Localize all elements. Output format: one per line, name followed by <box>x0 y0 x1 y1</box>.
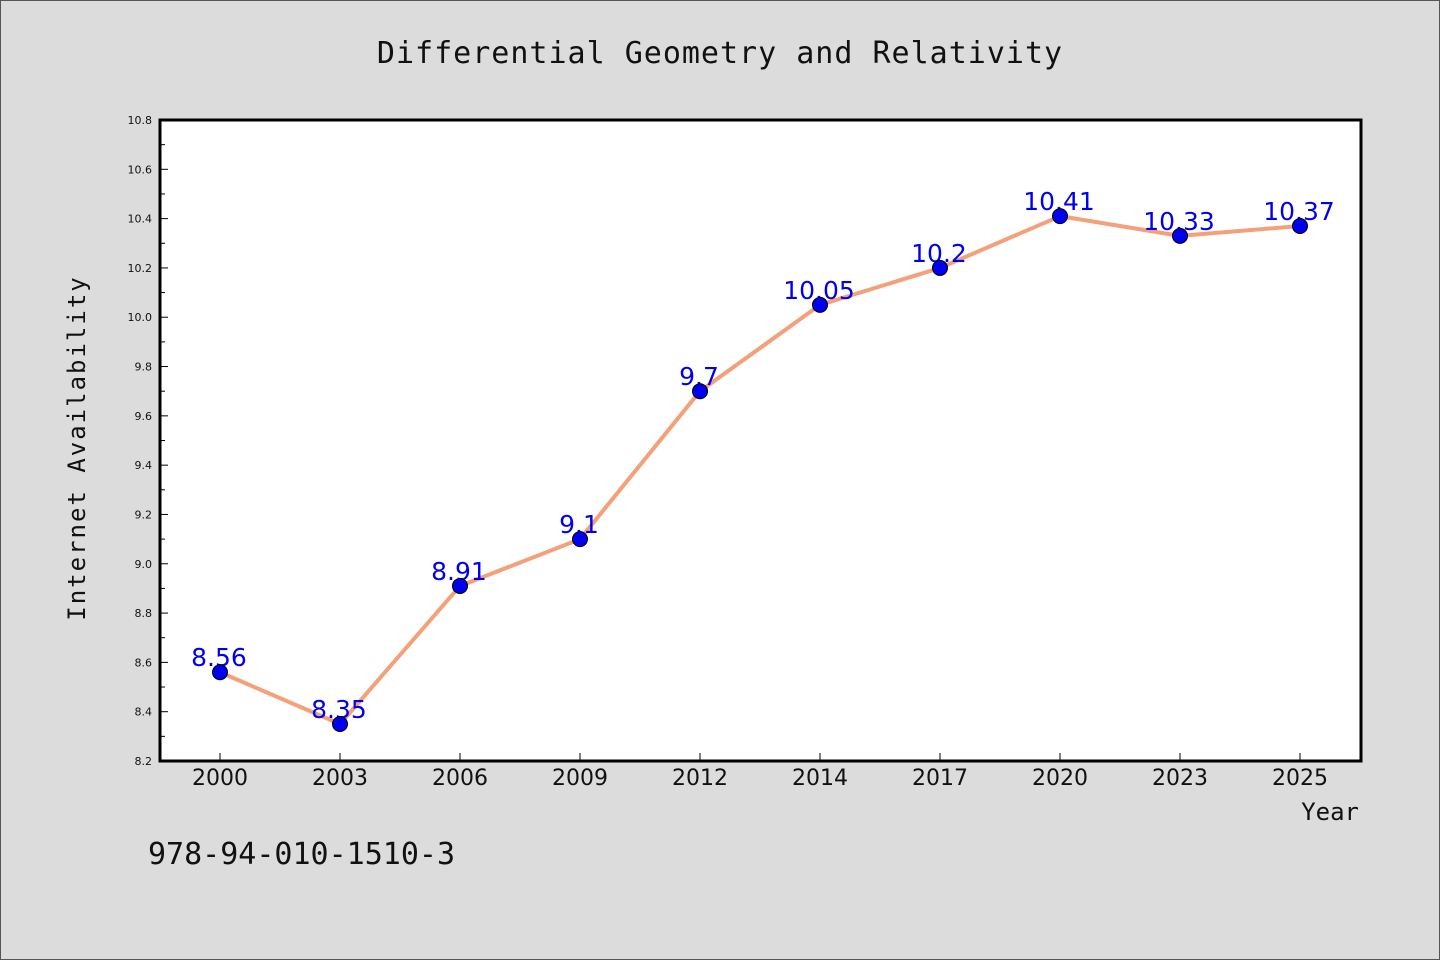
x-tick-label: 2003 <box>312 766 368 791</box>
y-tick-label: 9.8 <box>135 361 153 374</box>
y-tick-label: 8.8 <box>135 607 153 620</box>
plot-area <box>158 118 1363 763</box>
x-tick-label: 2009 <box>552 766 608 791</box>
y-axis-label: Internet Availability <box>63 275 91 620</box>
y-tick-label: 8.6 <box>135 656 153 669</box>
x-tick-label: 2000 <box>192 766 248 791</box>
x-tick-label: 2006 <box>432 766 488 791</box>
y-tick-label: 9.6 <box>135 410 153 423</box>
data-point <box>1172 227 1188 244</box>
isbn-annotation: 978-94-010-1510-3 <box>148 837 455 872</box>
y-tick-label: 10.4 <box>128 213 153 226</box>
data-point <box>332 716 348 733</box>
y-tick-label: 10.2 <box>128 262 153 275</box>
data-point <box>812 296 828 313</box>
x-axis: 2000 2003 2006 2009 2012 2014 2017 2020 2023 2025 <box>192 753 1328 791</box>
y-axis: 8.2 8.4 8.6 8.8 9.0 9.2 9.4 9.6 9.8 10.0 10.2 10.4 1… <box>128 114 168 768</box>
y-tick-label: 9.0 <box>135 558 153 571</box>
y-tick-label: 10.6 <box>128 163 153 176</box>
data-point <box>572 531 588 548</box>
y-tick-label: 8.2 <box>135 755 153 768</box>
chart-title: Differential Geometry and Relativity <box>377 36 1063 71</box>
x-tick-label: 2025 <box>1272 766 1328 791</box>
data-point <box>692 383 708 400</box>
y-tick-label: 10.8 <box>128 114 153 127</box>
series-line <box>219 214 1301 727</box>
x-tick-label: 2014 <box>792 766 848 791</box>
x-tick-label: 2012 <box>672 766 728 791</box>
x-tick-label: 2017 <box>912 766 968 791</box>
series-markers <box>212 208 1308 733</box>
data-point <box>1052 208 1068 225</box>
x-tick-label: 2023 <box>1152 766 1208 791</box>
y-tick-label: 9.2 <box>135 508 153 521</box>
data-point <box>212 664 228 681</box>
y-tick-label: 10.0 <box>128 311 153 324</box>
x-axis-label: Year <box>1301 798 1359 826</box>
data-point <box>932 259 948 276</box>
data-point <box>1292 218 1308 235</box>
y-tick-label: 8.4 <box>135 706 153 719</box>
x-tick-label: 2020 <box>1032 766 1088 791</box>
y-tick-label: 9.4 <box>135 459 153 472</box>
data-point <box>452 577 468 594</box>
